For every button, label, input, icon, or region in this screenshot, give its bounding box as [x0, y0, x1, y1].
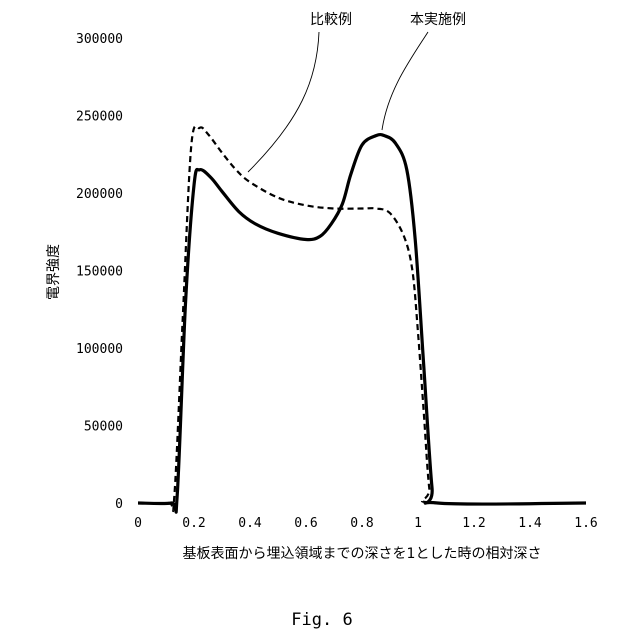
x-tick-label: 1 [414, 516, 422, 531]
x-tick-label: 1.6 [574, 516, 597, 531]
x-axis-label: 基板表面から埋込領域までの深さを1とした時の相対深さ [183, 545, 542, 562]
series-layer [138, 126, 586, 512]
annotation-layer: 比較例 本実施例 [248, 12, 466, 172]
x-axis-ticks: 0 0.2 0.4 0.6 0.8 1 1.2 1.4 1.6 [134, 516, 598, 531]
y-tick-label: 250000 [76, 110, 123, 125]
x-tick-label: 0.8 [350, 516, 373, 531]
x-tick-label: 0.2 [182, 516, 205, 531]
y-tick-label: 300000 [76, 32, 123, 47]
x-tick-label: 1.2 [462, 516, 485, 531]
annotation-label: 比較例 [310, 12, 352, 28]
x-tick-label: 0.6 [294, 516, 317, 531]
annotation-leader-line [248, 32, 319, 172]
y-tick-label: 200000 [76, 187, 123, 202]
x-tick-label: 0.4 [238, 516, 262, 531]
y-tick-label: 150000 [76, 265, 123, 280]
annotation-label: 本実施例 [410, 12, 466, 28]
y-tick-label: 100000 [76, 342, 123, 357]
y-tick-label: 0 [115, 497, 123, 512]
y-axis-ticks: 0 50000 100000 150000 200000 250000 300000 [76, 32, 123, 512]
y-axis-label: 電界強度 [46, 244, 62, 300]
annotation-leader-line [382, 32, 428, 130]
x-tick-label: 1.4 [518, 516, 542, 531]
x-tick-label: 0 [134, 516, 142, 531]
series-line-embodiment [138, 135, 586, 513]
figure-caption: Fig. 6 [291, 610, 352, 630]
y-tick-label: 50000 [84, 420, 123, 435]
series-line-comparative [138, 126, 586, 511]
